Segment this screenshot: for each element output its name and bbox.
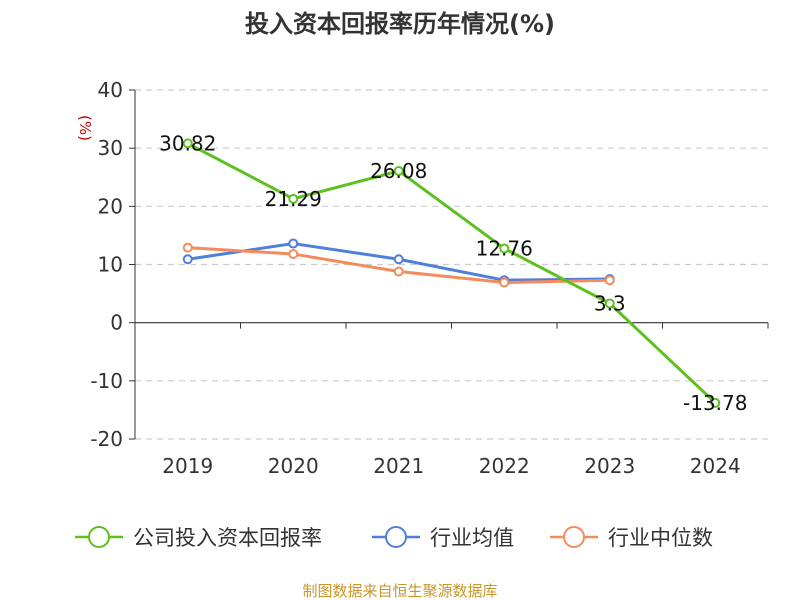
y-tick-labels: 40 30 20 10 0 -10 -20 [90,78,123,451]
data-label: 21.29 [265,187,322,211]
legend-item-1: 行业均值 [372,526,514,550]
data-point [182,242,193,253]
series-0 [182,138,721,408]
x-tick-label: 2022 [479,454,530,478]
data-point [288,193,299,204]
data-point [182,254,193,265]
legend-label: 行业均值 [430,526,514,550]
data-point [393,254,404,265]
series-lines [182,138,721,408]
y-tick-label: 30 [98,136,123,160]
y-tick-label: -10 [90,369,123,393]
x-tick-label: 2019 [162,454,213,478]
legend-marker [88,526,110,548]
series-1 [182,238,615,286]
data-point [710,397,721,408]
legend-item-0: 公司投入资本回报率 [75,526,322,550]
data-label: 26.08 [370,159,427,183]
legend: 公司投入资本回报率 行业均值 行业中位数 [75,526,713,550]
series-line [187,142,717,404]
y-axis-unit: (%) [76,115,94,141]
x-tick-label: 2021 [373,454,424,478]
gridlines [135,89,768,440]
x-tick-label: 2024 [690,454,741,478]
data-point [288,249,299,260]
data-label: -13.78 [683,391,747,415]
axes [129,89,769,440]
source-note: 制图数据来自恒生聚源数据库 [302,582,497,600]
y-tick-label: 20 [98,194,123,218]
series-2 [182,242,615,288]
x-tick-label: 2023 [584,454,635,478]
data-label: 12.76 [476,236,533,260]
legend-marker [385,526,407,548]
y-tick-label: 40 [98,78,123,102]
y-tick-label: 10 [98,253,123,277]
legend-marker [563,526,585,548]
data-point [604,275,615,286]
data-point [393,165,404,176]
x-tick-labels: 2019 2020 2021 2022 2023 2024 [162,454,740,478]
data-point [499,243,510,254]
data-point [393,266,404,277]
y-tick-label: -20 [90,427,123,451]
legend-label: 公司投入资本回报率 [133,526,322,550]
legend-item-2: 行业中位数 [550,526,713,550]
data-labels: 30.82 21.29 26.08 12.76 3.3 -13.78 [159,131,747,414]
y-tick-label: 0 [110,311,123,335]
legend-label: 行业中位数 [608,526,713,550]
data-label: 3.3 [594,291,626,315]
data-label: 30.82 [159,131,216,155]
data-point [499,277,510,288]
data-point [604,298,615,309]
data-point [182,138,193,149]
chart-title: 投入资本回报率历年情况(%) [245,10,555,38]
data-point [288,238,299,249]
x-tick-label: 2020 [268,454,319,478]
